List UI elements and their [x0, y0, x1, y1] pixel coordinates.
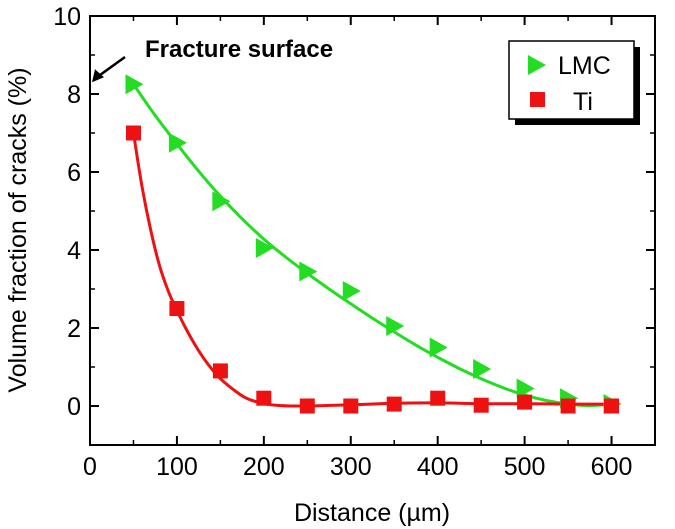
annotation-text: Fracture surface — [145, 36, 333, 63]
x-tick-label: 600 — [591, 453, 633, 481]
x-tick-label: 300 — [330, 453, 372, 481]
x-tick-label: 100 — [156, 453, 198, 481]
y-tick-label: 8 — [67, 81, 81, 109]
x-tick-labels: 0 100 200 300 400 500 600 — [83, 453, 632, 481]
x-tick-label: 400 — [417, 453, 459, 481]
lmc-point — [168, 132, 187, 153]
ti-point — [343, 398, 359, 414]
lmc-point — [299, 261, 318, 282]
ti-point — [299, 398, 315, 414]
legend-lmc-label: LMC — [558, 52, 611, 80]
ti-point — [126, 125, 141, 141]
lmc-point — [429, 337, 448, 358]
lmc-fit-line — [132, 83, 612, 408]
legend-lmc-marker — [528, 55, 546, 75]
ti-point — [430, 390, 446, 406]
x-axis-label: Distance (µm) — [294, 499, 450, 527]
lmc-point — [212, 191, 231, 212]
y-tick-label: 0 — [67, 393, 81, 421]
axis-ticks — [89, 15, 655, 446]
data-points — [125, 74, 622, 415]
lmc-point — [473, 358, 492, 379]
lmc-point — [342, 280, 361, 301]
y-tick-labels: 0 2 4 6 8 10 — [53, 3, 81, 421]
legend: LMC Ti — [508, 40, 640, 125]
legend-ti-label: Ti — [573, 88, 593, 116]
annotation: Fracture surface — [92, 36, 333, 83]
lmc-point — [125, 74, 144, 95]
y-tick-label: 10 — [53, 3, 81, 31]
annotation-arrow-head — [92, 69, 104, 83]
lmc-point — [255, 238, 274, 259]
ti-fit-line — [132, 132, 612, 408]
ti-point — [212, 363, 228, 379]
x-tick-label: 0 — [83, 453, 97, 481]
fit-curves — [132, 83, 612, 408]
ti-point — [604, 398, 619, 414]
ti-point — [169, 301, 185, 316]
lmc-point — [516, 378, 535, 399]
x-tick-label: 500 — [504, 453, 546, 481]
ti-point — [473, 397, 489, 413]
lmc-point — [386, 316, 405, 337]
ti-point — [256, 390, 272, 406]
ti-point — [386, 396, 402, 412]
y-tick-label: 6 — [67, 159, 81, 187]
annotation-arrow — [96, 55, 126, 79]
y-axis-label: Volume fraction of cracks (%) — [4, 67, 32, 392]
ti-point — [560, 398, 576, 414]
y-tick-label: 4 — [67, 237, 81, 265]
ti-point — [517, 394, 533, 410]
y-tick-label: 2 — [67, 315, 81, 343]
plot-frame — [89, 15, 656, 446]
legend-ti-marker — [530, 92, 545, 107]
legend-box — [508, 40, 635, 120]
x-tick-label: 200 — [243, 453, 285, 481]
